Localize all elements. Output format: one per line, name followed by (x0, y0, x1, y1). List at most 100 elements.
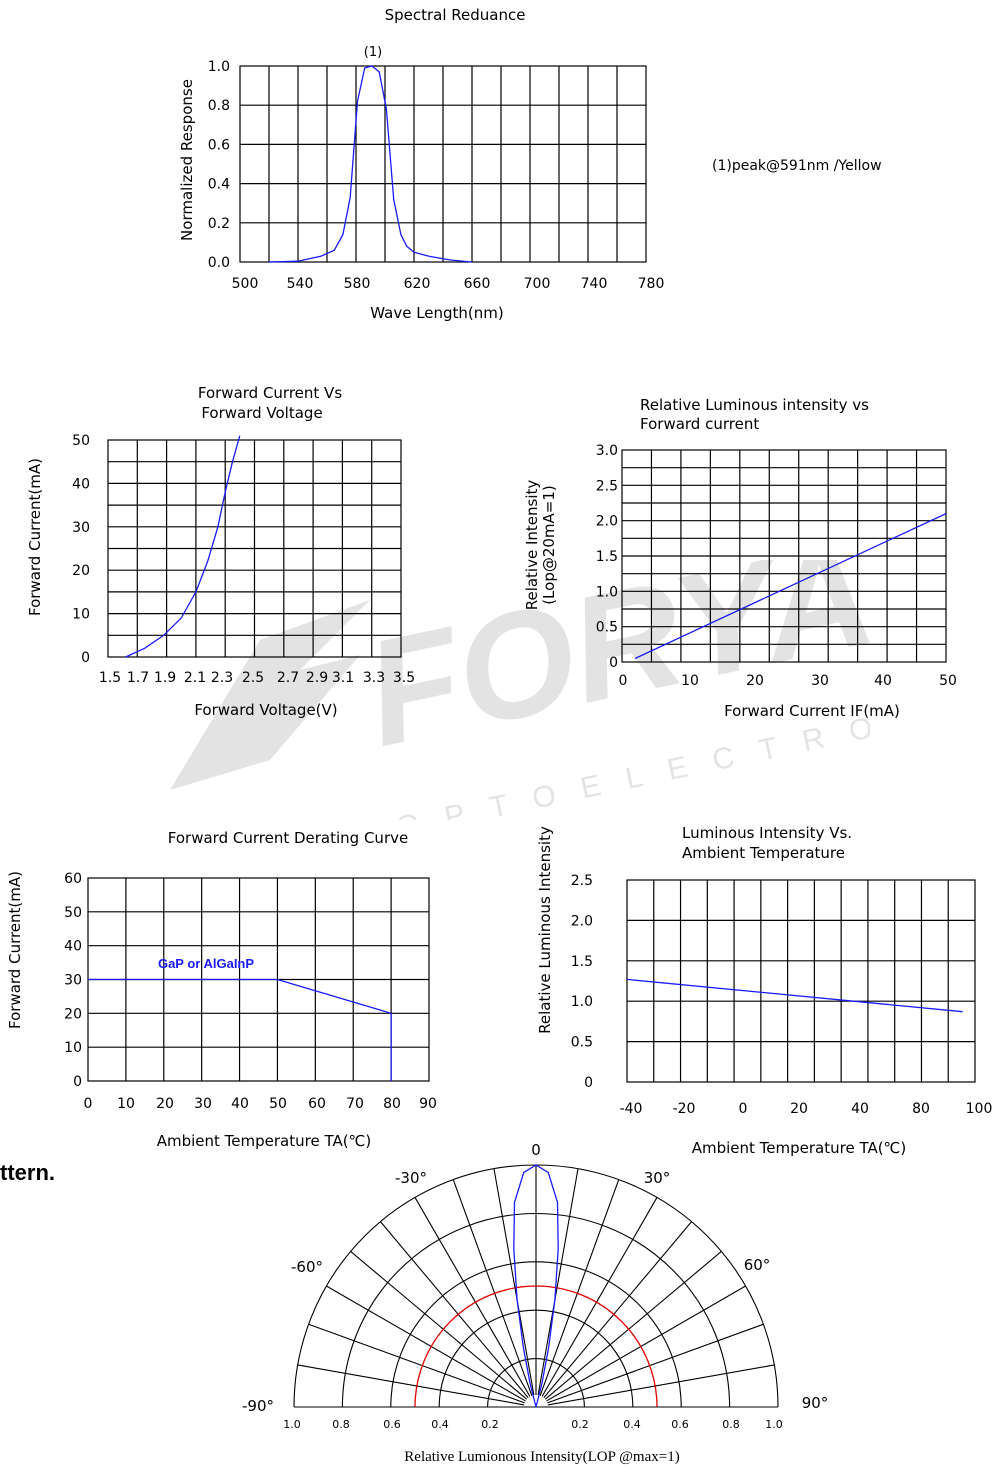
ivcurve-y-tick: 50 (72, 433, 90, 449)
ivcurve-grid (107, 439, 402, 658)
spectral-x-label: Wave Length(nm) (370, 304, 504, 322)
relint-x-tick: 40 (874, 673, 892, 689)
spectral-x-tick: 780 (638, 276, 665, 292)
temp-grid (626, 879, 976, 1083)
relint-series-line (634, 513, 947, 660)
ivcurve-x-tick: 2.7 (277, 670, 299, 686)
derating-y-tick: 40 (64, 939, 82, 955)
temp-title-line: Luminous Intensity Vs. (682, 824, 852, 842)
ivcurve-x-tick: 3.5 (393, 670, 415, 686)
derating-x-tick: 30 (194, 1096, 212, 1112)
spectral-x-tick: 740 (581, 276, 608, 292)
ivcurve-y-label: Forward Current(mA) (26, 458, 44, 616)
polar-spoke (380, 1221, 529, 1399)
derating-x-tick: 50 (269, 1096, 287, 1112)
polar-radial-label: 1.0 (283, 1418, 301, 1431)
polar-radial-label: 0.4 (431, 1418, 449, 1431)
derating-y-tick: 50 (64, 905, 82, 921)
derating-x-tick: 60 (308, 1096, 326, 1112)
relint-y-label-line: Relative Intensity (523, 480, 541, 611)
spectral-y-tick: 0.6 (208, 137, 230, 153)
chart-ivcurve: 1.5 1.7 1.9 2.1 2.3 2.5 2.7 2.9 3.1 3.3 3.5 0 10 20 30… (26, 384, 415, 719)
derating-annotation: GaP or AlGaInP (158, 956, 254, 971)
polar-grid (293, 1164, 779, 1408)
polar-radial-label: 0.2 (481, 1418, 499, 1431)
ivcurve-x-tick: 2.1 (184, 670, 206, 686)
relint-y-tick: 0 (609, 655, 618, 671)
polar-angle-label: 90° (802, 1394, 829, 1412)
polar-highlight-ring (414, 1285, 658, 1408)
relint-grid (621, 449, 947, 663)
polar-spoke (541, 1197, 658, 1397)
temp-y-tick: 0.5 (571, 1035, 593, 1051)
ivcurve-x-tick: 3.3 (363, 670, 385, 686)
ivcurve-title-line: Forward Voltage (201, 404, 322, 422)
ivcurve-x-tick: 1.9 (154, 670, 176, 686)
relint-y-tick: 1.0 (596, 584, 618, 600)
derating-y-tick: 30 (64, 973, 82, 989)
derating-x-tick: 40 (231, 1096, 249, 1112)
polar-spoke (326, 1285, 526, 1402)
ivcurve-x-tick: 1.5 (99, 670, 121, 686)
relint-y-tick: 2.0 (596, 514, 618, 530)
relint-y-tick: 0.5 (596, 620, 618, 636)
temp-y-tick: 0 (584, 1075, 593, 1091)
temp-x-tick: 0 (739, 1101, 748, 1117)
temp-x-label: Ambient Temperature TA(℃) (692, 1139, 907, 1157)
temp-y-tick: 1.0 (571, 994, 593, 1010)
derating-y-tick: 0 (73, 1074, 82, 1090)
polar-radial-label: 1.0 (765, 1418, 783, 1431)
temp-y-tick: 1.5 (571, 954, 593, 970)
chart-derating: 0 10 20 30 40 50 60 70 80 90 0 10 20 30 40 50 60 Forward … (6, 829, 437, 1150)
temp-series-line (626, 978, 963, 1013)
ivcurve-x-tick: 3.1 (332, 670, 354, 686)
polar-angle-label: -30° (395, 1169, 427, 1187)
polar-angle-label: -60° (291, 1258, 323, 1276)
ivcurve-y-tick: 10 (72, 607, 90, 623)
polar-spoke (543, 1221, 692, 1399)
temp-plot-frame (626, 879, 976, 1083)
ivcurve-x-label: Forward Voltage(V) (194, 701, 337, 719)
spectral-series-line (268, 65, 473, 263)
temp-x-tick: 100 (966, 1101, 992, 1117)
polar-angle-label: 60° (744, 1256, 771, 1274)
relint-y-tick: 2.5 (596, 478, 618, 494)
polar-radial-label: 0.6 (671, 1418, 689, 1431)
temp-y-label: Relative Luminous Intensity (536, 826, 554, 1034)
polar-spoke (297, 1364, 525, 1406)
temp-x-tick: -40 (620, 1101, 643, 1117)
spectral-peak-annotation: (1) (364, 45, 382, 60)
derating-y-tick: 60 (64, 871, 82, 887)
relint-x-tick: 10 (681, 673, 699, 689)
spectral-y-tick: 0.8 (208, 98, 230, 114)
spectral-y-tick: 0.0 (208, 255, 230, 271)
polar-angle-label: -90° (242, 1397, 274, 1415)
polar-spoke (414, 1197, 531, 1397)
spectral-x-tick: 620 (404, 276, 431, 292)
polar-spoke (539, 1179, 620, 1396)
derating-title: Forward Current Derating Curve (168, 829, 408, 847)
ivcurve-y-tick: 0 (81, 650, 90, 666)
ivcurve-y-tick: 40 (72, 476, 90, 492)
polar-spoke (452, 1179, 533, 1396)
ivcurve-series-line (125, 435, 241, 658)
temp-x-tick: -20 (673, 1101, 696, 1117)
temp-y-tick: 2.5 (571, 873, 593, 889)
spectral-grid (239, 65, 647, 263)
polar-spoke (547, 1323, 764, 1404)
polar-angle-label: 30° (644, 1169, 671, 1187)
derating-x-tick: 10 (117, 1096, 135, 1112)
polar-radial-label: 0.6 (383, 1418, 401, 1431)
relint-title-line: Relative Luminous intensity vs (640, 396, 869, 414)
polar-radial-label: 0.2 (571, 1418, 589, 1431)
spectral-title: Spectral Reduance (385, 6, 526, 24)
derating-x-tick: 70 (346, 1096, 364, 1112)
polar-spoke (546, 1285, 746, 1402)
derating-y-tick: 10 (64, 1040, 82, 1056)
derating-y-label: Forward Current(mA) (6, 871, 24, 1029)
polar-spoke (493, 1168, 535, 1396)
polar-spoke (350, 1251, 528, 1400)
temp-y-tick: 2.0 (571, 913, 593, 929)
relint-y-tick: 1.5 (596, 549, 618, 565)
